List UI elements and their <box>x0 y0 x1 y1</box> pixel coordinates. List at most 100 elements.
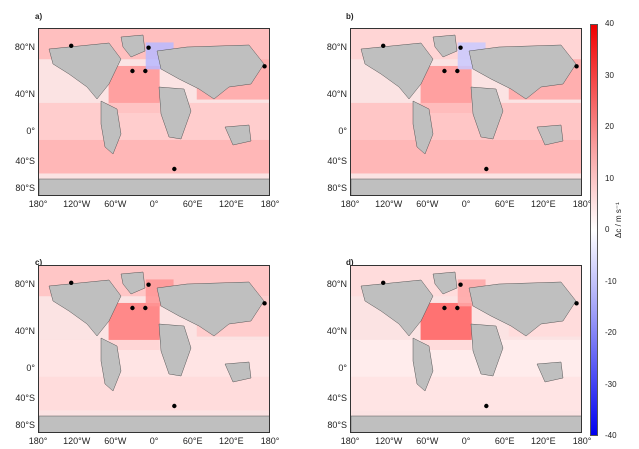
lon-tick-label: 120°E <box>531 436 556 446</box>
map-panel <box>38 28 270 196</box>
landmass <box>351 178 581 195</box>
lon-tick-label: 60°E <box>182 436 203 446</box>
lon-tick-label: 60°E <box>494 436 515 446</box>
station-marker <box>455 68 460 74</box>
lon-tick-label: 120°W <box>63 199 91 209</box>
lat-tick-label: 80°N <box>14 42 35 53</box>
landmass <box>156 44 265 100</box>
lat-tick-label: 80°S <box>327 183 347 194</box>
lon-tick-label: 60°E <box>182 199 203 209</box>
landmass <box>39 178 269 195</box>
station-marker <box>442 68 447 74</box>
lon-tick-label: 120°W <box>375 199 403 209</box>
station-marker <box>146 45 151 50</box>
lon-tick-label: 60°W <box>416 436 439 446</box>
map-svg <box>351 266 581 432</box>
landmass <box>468 281 577 337</box>
station-marker <box>574 301 579 306</box>
colorbar <box>590 24 598 436</box>
lat-tick-label: 40°N <box>14 89 35 100</box>
landmass <box>158 86 192 140</box>
landmass <box>224 361 252 383</box>
lat-tick-label: 40°N <box>326 89 347 100</box>
panel-label: d) <box>346 258 354 267</box>
landmass <box>351 415 581 432</box>
station-marker <box>262 301 267 306</box>
station-marker <box>381 43 386 48</box>
station-marker <box>143 305 148 311</box>
panel-label: c) <box>35 258 43 267</box>
lon-tick-label: 60°W <box>416 199 439 209</box>
station-marker <box>130 305 135 311</box>
lon-tick-label: 180° <box>572 436 592 446</box>
landmass <box>158 323 192 377</box>
station-marker <box>143 68 148 74</box>
map-svg <box>39 29 269 195</box>
station-marker <box>172 403 177 409</box>
map-svg <box>351 29 581 195</box>
lon-tick-label: 120°E <box>219 436 244 446</box>
lon-tick-label: 60°E <box>494 199 515 209</box>
landmass <box>48 42 122 100</box>
lon-tick-label: 0° <box>461 436 471 446</box>
lat-tick-label: 0° <box>338 363 347 374</box>
landmass <box>48 279 122 337</box>
station-marker <box>69 43 74 48</box>
landmass <box>120 34 146 58</box>
station-marker <box>484 166 489 172</box>
anomaly-zone-southern-ocean <box>351 139 581 174</box>
lon-tick-label: 0° <box>149 199 159 209</box>
station-marker <box>455 305 460 311</box>
lat-tick-label: 40°S <box>327 393 347 404</box>
station-marker <box>442 305 447 311</box>
lon-tick-label: 180° <box>28 436 48 446</box>
colorbar-tick-label: -40 <box>605 431 617 440</box>
landmass <box>470 86 504 140</box>
lat-tick-label: 80°N <box>326 279 347 290</box>
lon-tick-label: 60°W <box>104 436 127 446</box>
lon-tick-label: 0° <box>461 199 471 209</box>
lon-tick-label: 120°E <box>531 199 556 209</box>
lat-tick-label: 40°N <box>14 326 35 337</box>
landmass <box>412 337 434 392</box>
landmass <box>468 44 577 100</box>
map-panel <box>350 265 582 433</box>
station-marker <box>146 282 151 287</box>
lat-tick-label: 0° <box>338 126 347 137</box>
station-marker <box>484 403 489 409</box>
colorbar-tick-label: 30 <box>605 70 614 80</box>
station-marker <box>262 64 267 69</box>
lon-tick-label: 180° <box>28 199 48 209</box>
lat-tick-label: 40°N <box>326 326 347 337</box>
landmass <box>470 323 504 377</box>
anomaly-zone-southern-ocean <box>39 376 269 411</box>
landmass <box>224 124 252 146</box>
lat-tick-label: 80°S <box>15 420 35 431</box>
map-panel <box>38 265 270 433</box>
station-marker <box>69 280 74 285</box>
landmass <box>536 361 564 383</box>
landmass <box>156 281 265 337</box>
colorbar-tick-label: 20 <box>605 122 614 131</box>
lon-tick-label: 180° <box>260 436 280 446</box>
station-marker <box>458 45 463 50</box>
station-marker <box>381 280 386 285</box>
landmass <box>432 34 458 58</box>
lat-tick-label: 40°S <box>15 156 35 167</box>
lon-tick-label: 180° <box>260 199 280 209</box>
landmass <box>412 100 434 155</box>
colorbar-tick-label: -20 <box>605 328 617 337</box>
colorbar-tick-label: 0 <box>605 225 610 234</box>
colorbar-label: Δc / m s⁻¹ <box>614 202 623 238</box>
landmass <box>360 279 434 337</box>
landmass <box>100 100 122 155</box>
lon-tick-label: 60°W <box>104 199 127 209</box>
station-marker <box>574 64 579 69</box>
lat-tick-label: 40°S <box>327 156 347 167</box>
colorbar-tick-label: -10 <box>605 276 617 286</box>
station-marker <box>458 282 463 287</box>
anomaly-zone-southern-ocean <box>39 139 269 174</box>
station-marker <box>130 68 135 74</box>
colorbar-tick-label: 10 <box>605 173 614 183</box>
lat-tick-label: 0° <box>26 363 35 374</box>
